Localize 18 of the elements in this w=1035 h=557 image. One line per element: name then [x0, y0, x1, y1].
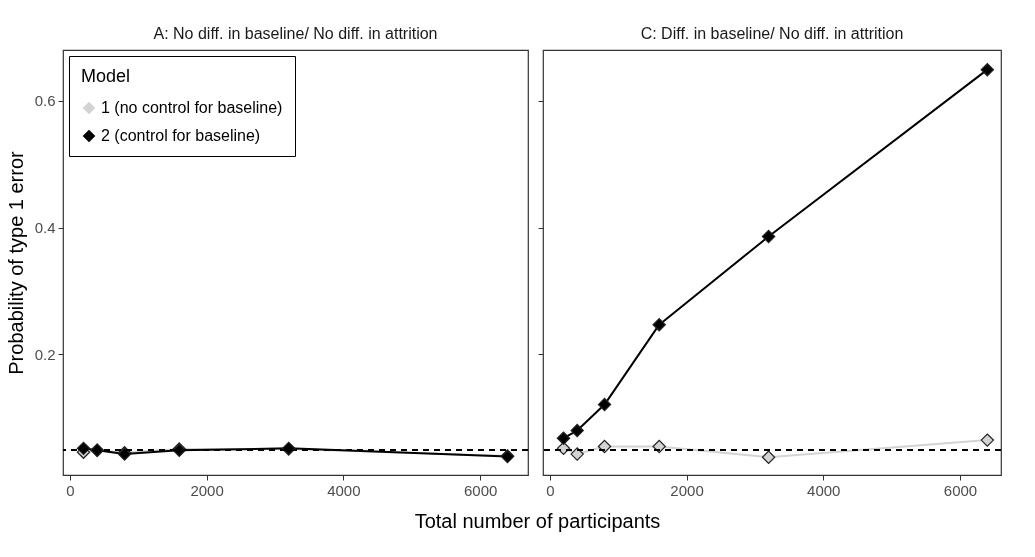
x-tick-label: 0 [546, 481, 555, 499]
legend-label: 2 (control for baseline) [101, 127, 261, 144]
chart-title: A: No diff. in baseline/ No diff. in attrition [153, 25, 438, 42]
x-tick-label: 4000 [327, 481, 361, 499]
x-tick-label: 2000 [670, 481, 704, 499]
y-tick-label: 0.6 [34, 92, 56, 110]
y-tick-label: 0.2 [34, 345, 56, 363]
x-tick-label: 4000 [807, 481, 841, 499]
x-tick-label: 2000 [190, 481, 224, 499]
y-axis-title: Probability of type 1 error [4, 150, 27, 375]
legend-label: 1 (no control for baseline) [101, 99, 283, 116]
x-axis-title: Total number of participants [413, 510, 662, 533]
x-tick-label: 6000 [943, 481, 978, 499]
y-tick-label: 0.4 [34, 219, 56, 237]
x-tick-label: 6000 [463, 481, 498, 499]
legend-title: Model [81, 66, 131, 86]
x-tick-label: 0 [66, 481, 75, 499]
chart-title: C: Diff. in baseline/ No diff. in attrition [640, 25, 904, 42]
